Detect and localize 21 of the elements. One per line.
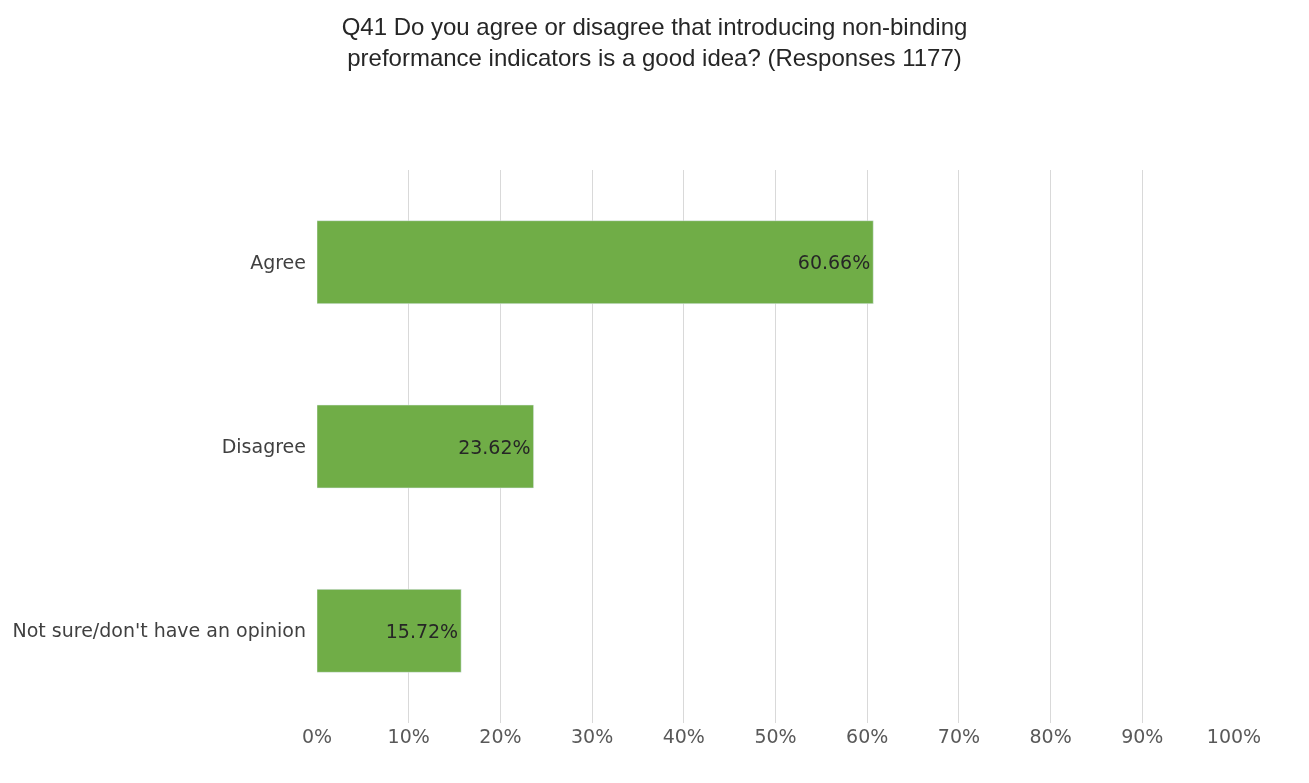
x-tick-label: 70% [937,725,981,747]
bar [317,589,462,673]
data-label: 23.62% [458,435,531,458]
x-tick-label: 80% [1029,725,1072,747]
x-tick-label: 50% [754,725,797,747]
x-tick-label: 100% [1206,725,1262,747]
x-tick-label: 0% [301,725,333,747]
data-label: 60.66% [797,251,871,274]
y-tick-label: Agree [250,250,306,273]
x-tick-label: 90% [1121,725,1164,747]
x-tick-label: 10% [387,725,430,747]
bar [317,404,534,489]
x-tick-label: 30% [570,725,614,747]
x-tick-label: 60% [846,725,889,747]
chart-title: Q41 Do you agree or disagree that introducing non-binding preformance indicators is a good idea? (Responses 1177) [341,13,968,72]
bar [317,220,874,304]
y-tick-label: Not sure/don't have an opinion [12,619,306,642]
y-tick-label: Disagree [221,435,306,458]
data-label: 15.72% [385,619,459,642]
x-tick-label: 40% [662,725,705,747]
x-tick-label: 20% [479,725,522,747]
